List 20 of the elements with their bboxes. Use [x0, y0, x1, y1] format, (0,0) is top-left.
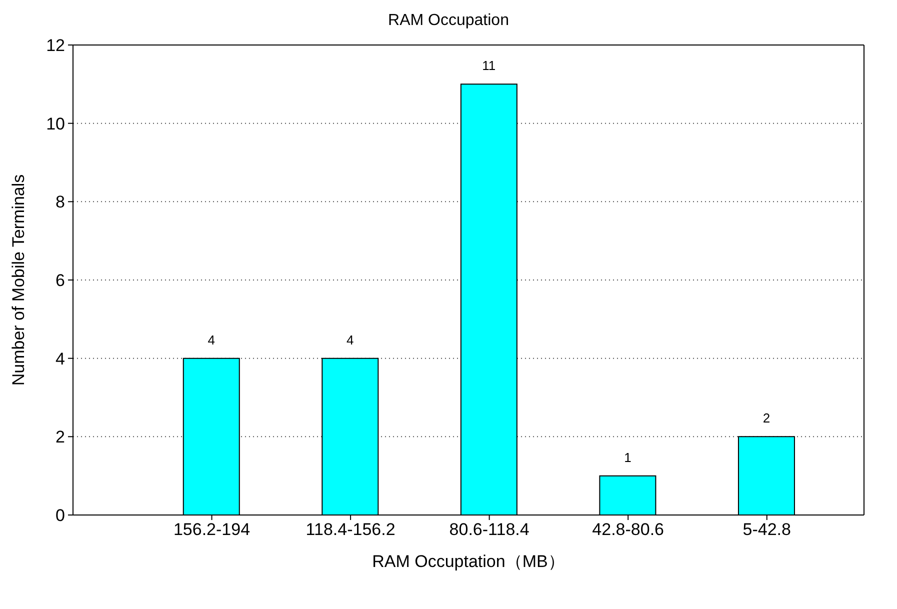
x-axis-title: RAM Occuptation（MB）: [372, 552, 565, 571]
y-axis-title: Number of Mobile Terminals: [9, 174, 28, 386]
data-label: 4: [346, 332, 354, 348]
y-tick-label: 0: [56, 506, 65, 526]
x-tick-label: 156.2-194: [173, 520, 250, 540]
chart-title: RAM Occupation: [387, 12, 510, 30]
x-tick-label: 42.8-80.6: [592, 520, 664, 540]
y-tick-label: 2: [56, 428, 65, 447]
x-tick-label: 5-42.8: [742, 520, 791, 540]
y-tick-label: 10: [46, 114, 65, 134]
data-label: 1: [624, 450, 632, 465]
y-tick-label: 12: [46, 36, 65, 56]
data-label: 11: [482, 58, 496, 74]
data-label: 4: [208, 332, 216, 348]
data-label: 2: [762, 410, 770, 426]
x-tick-label: 80.6-118.4: [449, 520, 530, 540]
y-tick-label: 4: [56, 349, 65, 368]
y-tick-label: 6: [56, 271, 65, 290]
y-tick-label: 8: [56, 192, 65, 212]
x-tick-label: 118.4-156.2: [306, 520, 396, 540]
